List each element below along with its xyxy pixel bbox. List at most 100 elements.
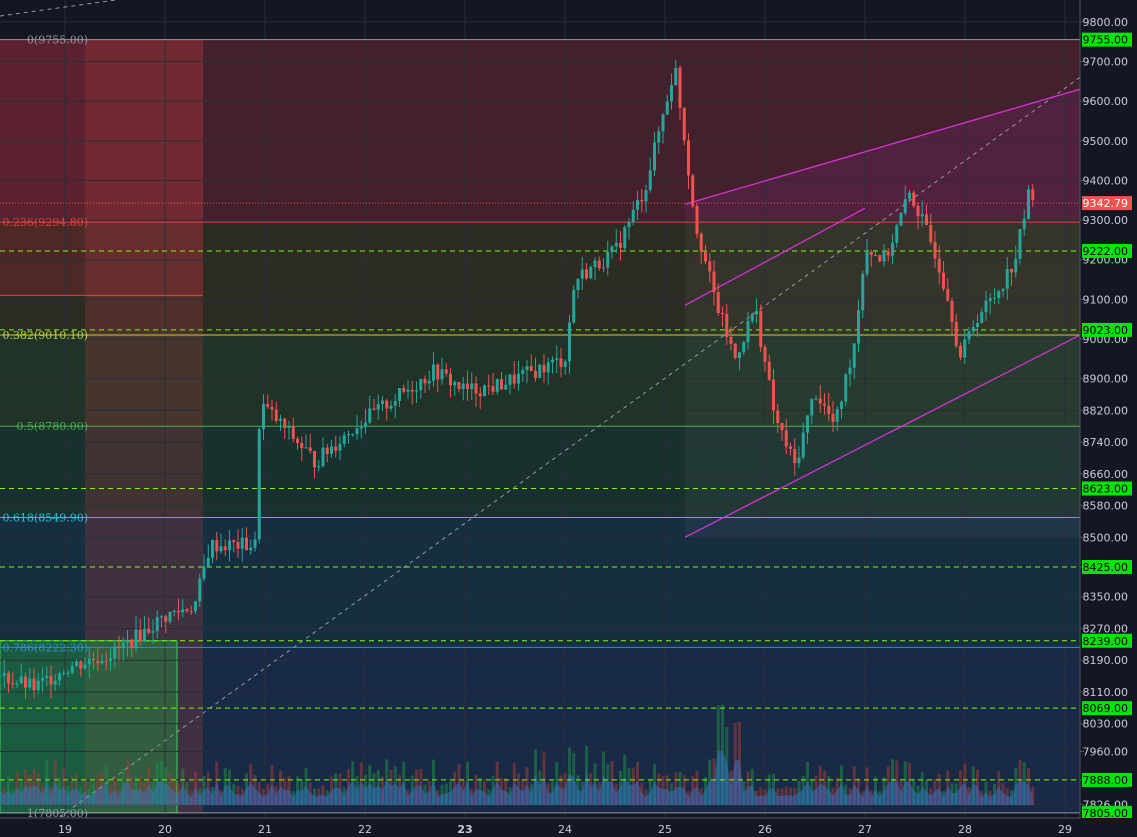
volume-bar xyxy=(895,760,899,805)
candle-body xyxy=(155,617,159,632)
y-tick-label: 9800.00 xyxy=(1083,16,1129,29)
volume-bar xyxy=(325,790,329,805)
volume-bar xyxy=(393,766,397,805)
price-level-badge xyxy=(1082,805,1132,820)
price-axis[interactable]: 9800.00 9700.00 9600.00 9500.00 9400.00 9300.… xyxy=(1079,0,1137,837)
volume-bar xyxy=(151,782,155,805)
volume-bar xyxy=(24,769,27,805)
volume-bar xyxy=(806,761,809,805)
horizontal-levels[interactable] xyxy=(0,202,1080,781)
candle-body xyxy=(844,374,848,402)
time-axis[interactable]: 19 20 21 22 23 24 25 26 27 28 29 xyxy=(0,817,1137,837)
volume-bar xyxy=(266,783,270,805)
volume-bar xyxy=(963,763,967,805)
volume-bar xyxy=(291,790,295,805)
volume-bar xyxy=(937,774,941,805)
volume-bar xyxy=(423,784,427,805)
candle-body xyxy=(933,241,937,259)
volume-bar xyxy=(117,789,121,805)
price-level-badge-text: 7805.00 xyxy=(1083,807,1129,820)
volume-bar xyxy=(245,773,248,805)
candle-body xyxy=(249,547,253,551)
candle-body xyxy=(674,67,678,86)
volume-bar xyxy=(228,769,231,805)
candle-body xyxy=(398,387,401,401)
candle-body xyxy=(427,380,431,384)
volume-bar xyxy=(143,782,146,805)
candle-body xyxy=(28,678,32,688)
candle-body xyxy=(733,343,737,359)
volume-bar xyxy=(427,780,431,805)
candle-body xyxy=(1010,268,1013,273)
candle-body xyxy=(648,170,652,191)
volume-bar xyxy=(946,770,950,805)
volume-bar xyxy=(104,766,108,805)
volume-bar xyxy=(572,753,576,805)
volume-bar xyxy=(674,772,678,805)
y-tick-label: 8110.00 xyxy=(1083,686,1129,699)
candle-body xyxy=(776,410,780,423)
candle-body xyxy=(223,546,227,551)
volume-bar xyxy=(389,769,393,805)
candle-body xyxy=(882,251,886,262)
volume-bar xyxy=(780,788,784,805)
candle-body xyxy=(87,658,91,665)
candle-body xyxy=(551,359,554,363)
volume-bar xyxy=(682,775,686,805)
fib-label-0.618: 0.618(8549.90) xyxy=(2,511,88,524)
candle-body xyxy=(143,628,146,642)
candle-body xyxy=(806,415,809,433)
candle-body xyxy=(708,261,712,272)
volume-bar xyxy=(257,782,261,805)
y-tick-label: 9500.00 xyxy=(1083,135,1129,148)
volume-bar xyxy=(942,791,945,805)
candle-body xyxy=(325,447,329,454)
price-level-badge-text: 8069.00 xyxy=(1083,702,1129,715)
x-tick-label: 22 xyxy=(358,823,372,836)
candle-body xyxy=(517,373,520,384)
candle-body xyxy=(36,680,40,691)
volume-bar xyxy=(827,776,831,805)
volume-bar xyxy=(589,772,593,805)
candle-body xyxy=(321,447,325,467)
volume-bar xyxy=(19,781,23,805)
candle-body xyxy=(172,610,176,612)
volume-bar xyxy=(976,769,979,805)
volume-bar xyxy=(729,770,733,805)
candle-body xyxy=(984,300,988,313)
volume-bar xyxy=(950,783,954,805)
volume-bar xyxy=(954,783,958,805)
price-level-badge-text: 9755.00 xyxy=(1083,34,1129,47)
candle-body xyxy=(861,274,865,311)
volume-bar xyxy=(240,788,244,805)
volume-bar xyxy=(861,791,865,805)
candle-body xyxy=(58,673,61,681)
candle-body xyxy=(925,214,928,225)
volume-bar xyxy=(317,788,321,805)
candle-body xyxy=(593,260,597,268)
candle-body xyxy=(461,383,465,390)
volume-bar xyxy=(130,776,134,805)
candle-body xyxy=(835,408,839,422)
volume-bar xyxy=(767,774,771,805)
x-tick-label: 28 xyxy=(958,823,972,836)
trend-lines[interactable] xyxy=(0,0,1081,818)
volume-bar xyxy=(0,775,2,805)
volume-bar xyxy=(661,775,665,805)
candle-body xyxy=(712,271,716,293)
candle-body xyxy=(797,457,801,464)
volume-bar xyxy=(708,759,712,805)
fib-retracement[interactable]: 0(9755.00) 0.236(9294.80) 0.382(9010.10) 0.… xyxy=(0,34,1080,820)
candle-body xyxy=(525,366,529,371)
candle-body xyxy=(538,364,542,378)
candle-body xyxy=(338,443,342,451)
volume-bar xyxy=(929,788,933,805)
x-tick-label: 23 xyxy=(457,823,472,836)
candle-body xyxy=(164,616,168,622)
price-level-badge-text: 8623.00 xyxy=(1083,483,1129,496)
x-tick-label: 29 xyxy=(1058,823,1072,836)
volume-bar xyxy=(874,776,877,805)
fib-zone xyxy=(0,39,1080,223)
volume-bar xyxy=(359,762,363,805)
